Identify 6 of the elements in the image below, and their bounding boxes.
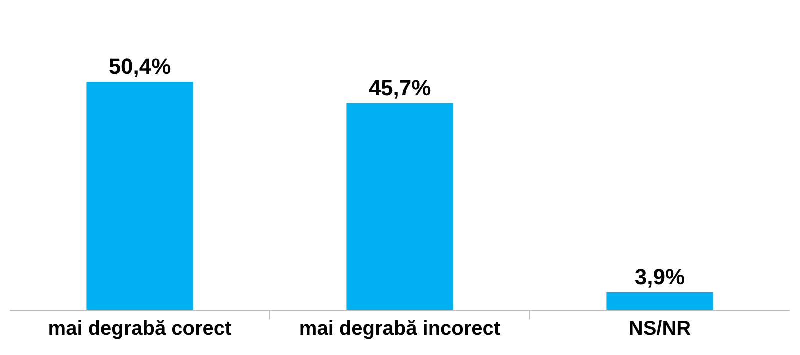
x-tick-label: mai degrabă incorect: [299, 318, 501, 340]
x-tick-label: mai degrabă corect: [48, 318, 232, 340]
x-tick-label: NS/NR: [628, 318, 692, 340]
data-label: 50,4%: [108, 54, 172, 79]
data-label: 45,7%: [368, 75, 432, 100]
data-label: 3,9%: [634, 264, 686, 290]
